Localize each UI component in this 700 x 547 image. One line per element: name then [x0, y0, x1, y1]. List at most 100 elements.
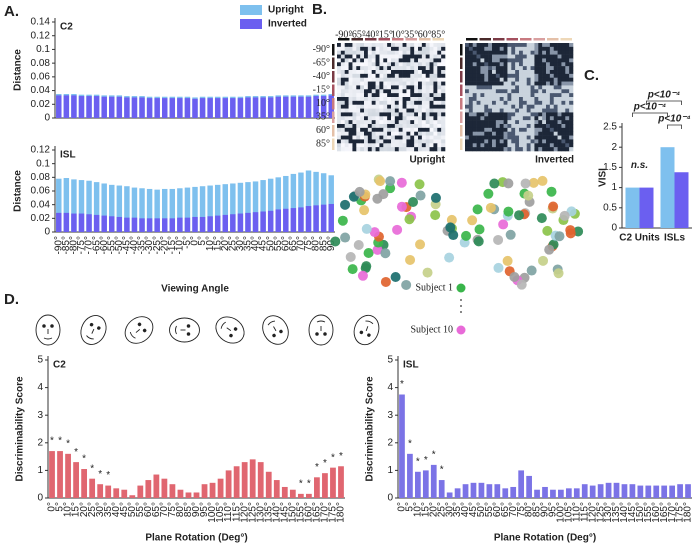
matrix-cell	[437, 43, 442, 48]
matrix-cell	[364, 108, 369, 113]
matrix-cell	[557, 77, 562, 82]
bar	[629, 484, 636, 498]
matrix-cell	[394, 112, 400, 117]
matrix-cell	[526, 127, 531, 133]
matrix-cell	[402, 54, 407, 59]
strip	[332, 98, 335, 110]
annotation: p<10⁻⁴	[647, 90, 681, 101]
matrix-cell	[348, 104, 353, 109]
bar	[478, 482, 485, 498]
matrix-cell	[364, 77, 369, 82]
matrix-cell	[507, 116, 512, 121]
embedding-dot	[528, 177, 539, 188]
x-tick-label: 40°	[460, 502, 471, 517]
matrix-cell	[553, 81, 558, 86]
bar	[494, 484, 501, 498]
matrix-cell	[538, 77, 543, 82]
bar	[298, 207, 304, 232]
matrix-cell	[387, 70, 392, 75]
matrix-cell	[340, 70, 346, 75]
matrix-cell	[383, 50, 388, 55]
matrix-cell	[519, 131, 524, 136]
matrix-cell	[503, 66, 508, 71]
matrix-cell	[507, 46, 512, 52]
matrix-cell	[492, 147, 497, 152]
matrix-cell	[410, 127, 415, 133]
matrix-cell	[441, 89, 446, 94]
matrix-cell	[480, 97, 485, 102]
matrix-cell	[433, 108, 438, 113]
matrix-cell	[472, 147, 477, 152]
matrix-cell	[360, 54, 365, 59]
matrix-cell	[356, 112, 361, 117]
matrix-cell	[364, 104, 369, 109]
x-tick-label: 75°	[167, 502, 178, 517]
bar	[297, 493, 304, 498]
significance-star: *	[82, 454, 86, 465]
bar	[645, 485, 652, 498]
matrix-cell	[344, 73, 349, 79]
matrix-cell	[569, 131, 574, 136]
matrix-cell	[484, 131, 489, 136]
matrix-cell	[437, 85, 442, 90]
matrix-cell	[375, 73, 380, 79]
matrix-cell	[565, 62, 570, 67]
matrix-cell	[495, 73, 501, 79]
matrix-cell	[391, 70, 396, 75]
matrix-cell	[402, 81, 407, 86]
matrix-cell	[484, 73, 489, 79]
matrix-cell	[557, 139, 562, 144]
matrix-cell	[495, 116, 501, 121]
embedding-dot	[516, 279, 527, 290]
matrix-cell	[352, 143, 357, 148]
face-eye	[89, 322, 94, 327]
matrix-cell	[495, 43, 501, 48]
matrix-cell	[538, 131, 543, 136]
matrix-cell	[465, 100, 470, 106]
matrix-cell	[337, 135, 342, 140]
matrix-cell	[511, 124, 516, 129]
matrix-cell	[534, 135, 539, 140]
bar	[81, 469, 88, 498]
matrix-cell	[379, 108, 384, 113]
matrix-cell	[406, 46, 411, 52]
x-tick-label: 80°	[175, 502, 186, 517]
matrix-cell	[492, 77, 497, 82]
matrix-cell	[561, 89, 566, 94]
matrix-cell	[526, 89, 531, 94]
matrix-cell	[391, 112, 396, 117]
matrix-cell	[519, 58, 524, 63]
matrix-cell	[472, 108, 477, 113]
matrix-cell	[375, 120, 380, 125]
matrix-cell	[519, 147, 524, 152]
bar	[290, 96, 297, 118]
matrix-cell	[530, 54, 535, 59]
matrix-cell	[538, 66, 543, 71]
matrix-cell	[515, 108, 520, 113]
matrix-cell	[515, 104, 520, 109]
matrix-cell	[364, 127, 369, 133]
matrix-cell	[530, 85, 535, 90]
matrix-cell	[337, 46, 342, 52]
matrix-cell	[499, 147, 504, 152]
matrix-cell	[549, 143, 555, 148]
face-outline	[169, 317, 200, 343]
matrix-cell	[492, 135, 497, 140]
matrix-cell	[549, 135, 555, 140]
matrix-cell	[387, 143, 392, 148]
matrix-cell	[538, 89, 543, 94]
matrix-cell	[429, 143, 434, 148]
matrix-cell	[472, 104, 477, 109]
matrix-cell	[468, 85, 474, 90]
bar	[597, 484, 604, 498]
matrix-cell	[495, 85, 501, 90]
bar	[71, 95, 77, 118]
matrix-cell	[352, 85, 357, 90]
strip	[460, 98, 463, 110]
x-tick-label: 55°	[135, 502, 146, 517]
matrix-cell	[465, 43, 470, 48]
matrix-cell	[519, 62, 524, 67]
significance-bracket	[667, 124, 682, 129]
embedding-dot	[363, 248, 374, 259]
y-tick-label: 0	[37, 493, 43, 504]
